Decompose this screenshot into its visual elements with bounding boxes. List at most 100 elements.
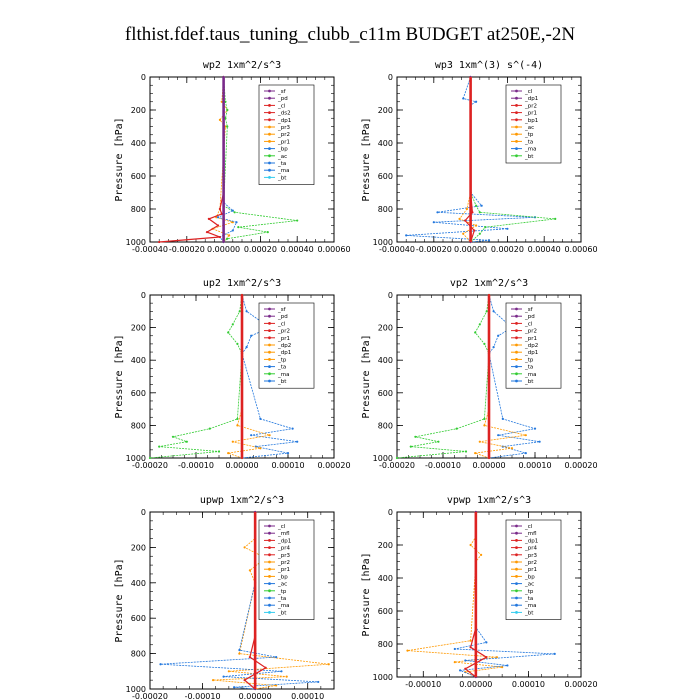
data-point (296, 440, 299, 443)
data-point (409, 445, 412, 448)
data-point (245, 346, 248, 349)
data-point (497, 334, 500, 337)
data-point (483, 424, 486, 427)
x-tick-label: 0.00010 (518, 461, 551, 470)
y-tick-label: 600 (378, 607, 393, 616)
legend-entry: _dp2 (277, 343, 291, 349)
data-point (207, 217, 210, 220)
y-tick-label: 800 (378, 640, 393, 649)
data-point (437, 440, 440, 443)
data-point (218, 235, 222, 239)
legend-entry: _pr1 (524, 567, 537, 573)
y-tick-label: 0 (388, 291, 393, 300)
legend-marker (515, 132, 518, 136)
data-point (474, 331, 477, 334)
legend-entry: _bp (524, 574, 535, 580)
data-point (237, 226, 240, 229)
x-tick-label: -0.00020 (169, 245, 205, 254)
data-point (286, 452, 290, 455)
data-point (483, 417, 486, 420)
y-tick-label: 0 (141, 508, 146, 517)
legend-marker (268, 350, 271, 354)
legend-marker (268, 575, 271, 578)
data-point (484, 226, 487, 229)
legend-entry: _pr4 (524, 546, 538, 552)
legend-marker (515, 147, 518, 151)
panel-5: upwp 1xm^2/s^3 Pressure [hPa] 0 200 400 600 80… (114, 495, 335, 700)
legend-marker (515, 560, 518, 564)
panel-title: vp2 1xm^2/s^3 (450, 278, 528, 289)
legend-entry: _mfl (524, 531, 537, 537)
data-point (464, 667, 467, 670)
legend-entry: _dp1 (277, 538, 291, 544)
legend-marker (268, 589, 271, 593)
figure-title: flthist.fdef.taus_tuning_clubb_c11m BUDG… (125, 24, 575, 45)
legend-marker (515, 343, 518, 347)
data-point (238, 652, 241, 655)
legend-marker (515, 365, 518, 368)
data-point (259, 417, 262, 420)
y-tick-label: 600 (131, 389, 146, 398)
legend-marker (515, 358, 518, 361)
legend-entry: _ac (277, 154, 287, 160)
legend-marker (515, 322, 518, 325)
legend-marker (515, 546, 518, 549)
data-point (158, 445, 161, 448)
data-point (248, 569, 251, 572)
y-tick-label: 400 (378, 574, 393, 583)
legend-entry: _ma (277, 603, 289, 609)
legend-marker (515, 111, 518, 114)
legend-marker (515, 118, 518, 122)
data-point (524, 452, 527, 455)
legend-box (258, 84, 315, 185)
legend-marker (515, 379, 518, 383)
legend-marker (515, 372, 518, 376)
x-tick-label: 0.00000 (225, 461, 258, 470)
data-point (492, 346, 495, 349)
data-point (238, 648, 241, 652)
legend-entry: _ac (524, 125, 534, 131)
legend-entry: _dp1 (524, 350, 538, 356)
legend-marker (268, 531, 271, 535)
y-tick-label: 600 (378, 389, 393, 398)
legend-marker (268, 140, 271, 143)
data-point (275, 656, 278, 659)
legend-marker (268, 553, 271, 557)
x-tick-label: 0.00000 (239, 692, 272, 700)
legend-marker (268, 560, 271, 564)
series-line-pr1 (228, 295, 270, 459)
x-tick-label: -0.00040 (379, 245, 415, 254)
legend-entry: _pr1 (524, 111, 537, 117)
legend-marker (268, 132, 271, 136)
x-tick-label: -0.00010 (185, 692, 221, 700)
legend-marker (515, 89, 518, 93)
legend-entry: _ac (524, 582, 534, 588)
y-tick-label: 0 (388, 508, 393, 517)
legend-entry: _ta (524, 365, 533, 371)
x-tick-label: 0.00020 (491, 245, 524, 254)
y-tick-label: 0 (141, 73, 146, 82)
legend-entry: _cl (524, 89, 533, 95)
y-axis-label: Pressure [hPa] (114, 117, 125, 201)
x-tick-label: -0.00010 (405, 680, 441, 689)
data-point (158, 240, 161, 244)
legend-entry: _cl (277, 103, 286, 109)
series-line-pr1 (475, 295, 526, 459)
legend-entry: _pr2 (277, 329, 290, 335)
data-point (506, 664, 509, 667)
data-point (231, 440, 234, 443)
legend-entry: _pr1 (524, 336, 537, 342)
legend-entry: _pr2 (524, 329, 537, 335)
legend-marker (268, 168, 271, 172)
data-point (458, 669, 462, 672)
y-tick-label: 400 (131, 579, 146, 588)
legend-entry: _bt (524, 610, 534, 616)
data-point (414, 435, 417, 438)
data-point (483, 342, 486, 345)
legend-marker (268, 96, 271, 100)
panels: wp2 1xm^2/s^3 Pressure [hPa] 0 200 400 600 800… (114, 60, 598, 700)
legend-entry: _dp1 (524, 96, 538, 102)
legend-marker (515, 104, 518, 107)
y-tick-label: 200 (378, 324, 393, 333)
data-point (226, 237, 229, 240)
